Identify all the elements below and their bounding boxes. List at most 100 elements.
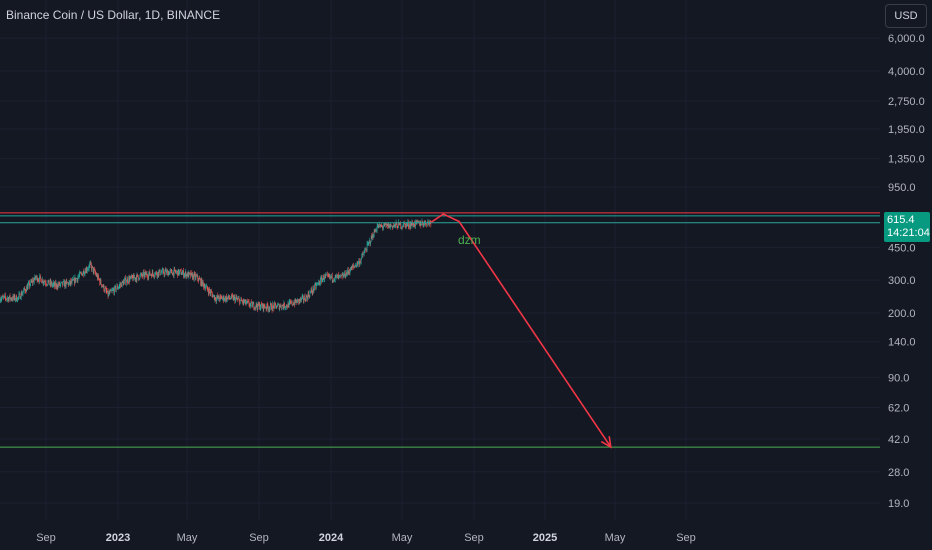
candle — [124, 277, 126, 281]
candle — [164, 269, 165, 278]
candle — [159, 268, 161, 276]
candle — [258, 301, 259, 307]
candle — [251, 299, 252, 303]
candle — [81, 273, 83, 276]
candle — [271, 306, 273, 313]
price-axis: 6,000.0 4,000.0 2,750.0 1,950.0 1,350.0 950.0… — [888, 33, 925, 510]
candle — [342, 272, 344, 280]
candle — [84, 271, 85, 276]
candle — [383, 223, 384, 230]
candle — [361, 253, 363, 260]
candle — [420, 220, 422, 229]
candle — [108, 290, 110, 295]
candle — [190, 270, 191, 279]
last-price-badge: 615.4 14:21:04 — [884, 212, 930, 242]
time-tick-8: May — [605, 532, 626, 544]
candle — [326, 272, 328, 276]
candle — [318, 280, 320, 286]
candle — [174, 267, 175, 272]
candle — [170, 268, 172, 274]
currency-button[interactable]: USD — [885, 4, 927, 28]
candle — [25, 289, 26, 294]
candle — [30, 278, 32, 284]
candle — [197, 277, 199, 284]
candle — [393, 222, 394, 228]
candle — [94, 266, 95, 271]
candle — [123, 279, 124, 286]
candle — [96, 272, 98, 277]
candle — [357, 261, 359, 268]
candle — [406, 222, 407, 228]
candle — [313, 288, 315, 294]
candle — [108, 291, 109, 297]
candle — [358, 258, 360, 264]
candle — [138, 278, 140, 281]
candle — [151, 269, 153, 278]
candle — [20, 290, 22, 301]
candle — [15, 295, 17, 302]
candle — [413, 220, 415, 227]
candle — [357, 260, 358, 267]
candle — [32, 277, 34, 286]
price-tick-3: 1,950.0 — [888, 124, 925, 136]
candle — [48, 279, 49, 284]
candle — [94, 268, 96, 275]
candle — [301, 293, 303, 299]
candle — [109, 289, 111, 296]
candle — [17, 296, 19, 303]
candle — [377, 223, 379, 229]
candle — [236, 294, 237, 300]
candle — [311, 286, 312, 294]
candle — [333, 278, 334, 283]
candle — [426, 223, 427, 228]
candle — [103, 284, 105, 292]
price-tick-7: 300.0 — [888, 275, 916, 287]
candle — [180, 268, 181, 272]
candle — [202, 280, 203, 287]
candle — [233, 294, 235, 301]
candle — [156, 273, 158, 279]
candle — [363, 250, 365, 257]
candle — [288, 299, 290, 308]
candle — [41, 278, 42, 284]
price-tick-11: 62.0 — [888, 403, 909, 415]
candle — [216, 294, 217, 305]
candle — [254, 305, 256, 312]
candle — [19, 292, 21, 299]
price-tick-12: 42.0 — [888, 434, 909, 446]
candle — [44, 280, 46, 283]
candle — [186, 273, 187, 280]
candle — [273, 305, 275, 312]
candle — [176, 269, 177, 275]
candle — [367, 241, 369, 246]
candle — [113, 286, 115, 296]
candle — [300, 296, 302, 303]
candle — [389, 224, 390, 229]
candle — [141, 272, 142, 278]
candle — [306, 294, 308, 298]
candle — [126, 276, 128, 282]
candle — [339, 275, 340, 279]
candle — [308, 290, 309, 297]
candle — [372, 232, 374, 240]
candle — [112, 288, 114, 291]
candle — [334, 277, 335, 283]
candle — [272, 302, 274, 309]
candle — [21, 289, 23, 296]
candle — [124, 276, 125, 284]
arrow-head-icon — [600, 436, 612, 449]
candle — [192, 272, 194, 280]
candle — [24, 286, 26, 291]
candle — [65, 279, 67, 289]
candle — [183, 267, 184, 279]
candle — [245, 299, 246, 306]
candle — [324, 274, 326, 279]
candle — [125, 274, 127, 286]
candle — [95, 272, 97, 277]
candle — [173, 266, 175, 279]
candle — [317, 282, 319, 286]
candle — [339, 274, 341, 279]
candle — [288, 302, 289, 309]
candle — [269, 306, 271, 313]
